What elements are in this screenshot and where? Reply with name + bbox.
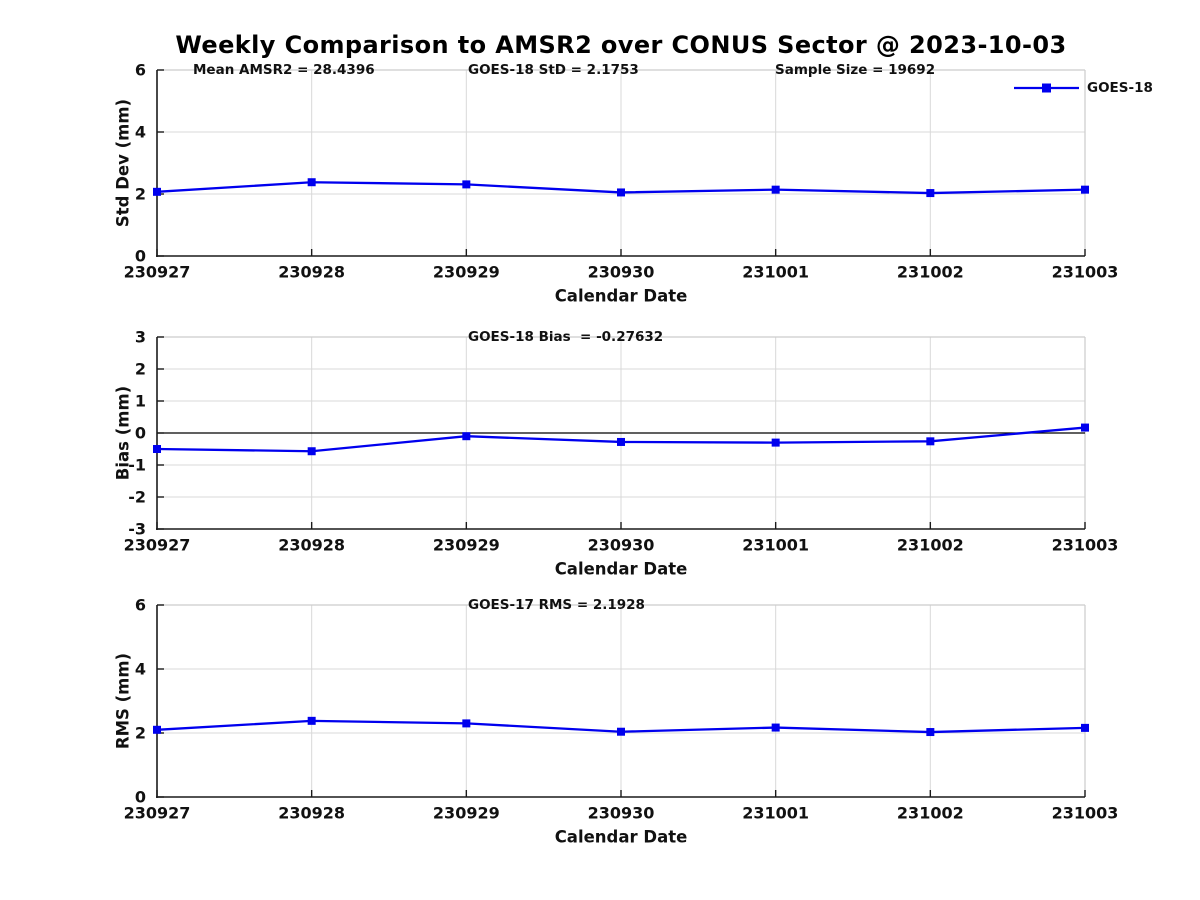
y-tick-label: 2 [135, 185, 146, 204]
x-tick-label: 231002 [897, 536, 964, 555]
x-tick-label: 231001 [742, 804, 809, 823]
data-point-marker [771, 185, 780, 194]
x-tick-label: 231002 [897, 804, 964, 823]
data-point-marker [1081, 423, 1089, 432]
y-tick-label: 2 [135, 724, 146, 743]
x-tick-label: 230930 [588, 263, 655, 282]
x-axis-label: Calendar Date [555, 560, 688, 579]
x-tick-label: 230928 [278, 804, 345, 823]
data-point-marker [153, 187, 161, 196]
x-tick-label: 230930 [588, 804, 655, 823]
data-point-marker [462, 432, 471, 441]
y-tick-label: 4 [135, 660, 146, 679]
y-tick-label: 2 [135, 360, 146, 379]
annotation: Sample Size = 19692 [775, 62, 935, 78]
data-point-marker [617, 437, 625, 446]
data-point-marker [1081, 723, 1089, 732]
data-point-marker [307, 447, 316, 456]
x-tick-label: 230930 [588, 536, 655, 555]
y-tick-label: -3 [128, 520, 146, 539]
data-point-marker [462, 180, 471, 189]
annotation: GOES-18 Bias = -0.27632 [468, 329, 663, 345]
y-tick-label: 3 [135, 328, 146, 347]
y-axis-label: Std Dev (mm) [114, 99, 133, 227]
x-tick-label: 231003 [1052, 804, 1119, 823]
data-point-marker [307, 178, 316, 187]
x-tick-label: 230929 [433, 536, 500, 555]
legend-marker [1042, 83, 1051, 93]
y-axis-label: Bias (mm) [114, 386, 133, 480]
x-tick-label: 230927 [124, 804, 191, 823]
subplot-rms: 0 2 4 6 230927 230928 230929 230930 231001 231002… [114, 596, 1119, 847]
x-tick-label: 230929 [433, 263, 500, 282]
x-tick-label: 230927 [124, 536, 191, 555]
subplot-std-dev: 0 2 4 6 230927 230928 230929 230930 231001 231002… [114, 61, 1153, 306]
data-point-marker [153, 725, 161, 734]
subplot-bias: -3 -2 -1 0 1 2 3 230927 230928 230929 230930 231001… [114, 328, 1119, 579]
data-point-marker [1081, 185, 1089, 194]
annotation: GOES-17 RMS = 2.1928 [468, 597, 645, 613]
data-point-marker [771, 723, 780, 732]
x-tick-label: 231003 [1052, 536, 1119, 555]
y-tick-label: -1 [128, 456, 146, 475]
data-point-marker [307, 716, 316, 725]
data-point-marker [153, 445, 161, 453]
x-axis-label: Calendar Date [555, 828, 688, 847]
y-tick-label: 6 [135, 61, 146, 80]
x-tick-label: 230928 [278, 536, 345, 555]
x-tick-label: 231001 [742, 263, 809, 282]
x-tick-label: 231003 [1052, 263, 1119, 282]
x-axis-label: Calendar Date [555, 287, 688, 306]
x-tick-label: 231001 [742, 536, 809, 555]
x-tick-label: 230929 [433, 804, 500, 823]
data-point-marker [926, 189, 935, 198]
data-point-marker [617, 188, 625, 197]
y-tick-label: 0 [135, 247, 146, 266]
y-tick-label: -2 [128, 488, 146, 507]
y-tick-label: 6 [135, 596, 146, 615]
x-tick-label: 231002 [897, 263, 964, 282]
y-tick-label: 0 [135, 424, 146, 443]
data-point-marker [926, 728, 935, 737]
data-point-marker [617, 727, 625, 736]
y-tick-label: 1 [135, 392, 146, 411]
x-tick-label: 230927 [124, 263, 191, 282]
annotation: Mean AMSR2 = 28.4396 [193, 62, 375, 78]
y-tick-label: 4 [135, 123, 146, 142]
x-tick-label: 230928 [278, 263, 345, 282]
y-axis-label: RMS (mm) [114, 653, 133, 749]
figure-title: Weekly Comparison to AMSR2 over CONUS Se… [175, 31, 1067, 59]
data-point-marker [926, 437, 935, 446]
y-tick-label: 0 [135, 788, 146, 807]
data-point-marker [462, 719, 471, 728]
data-point-marker [771, 438, 780, 447]
annotation: GOES-18 StD = 2.1753 [468, 62, 639, 78]
legend-label: GOES-18 [1087, 80, 1153, 96]
